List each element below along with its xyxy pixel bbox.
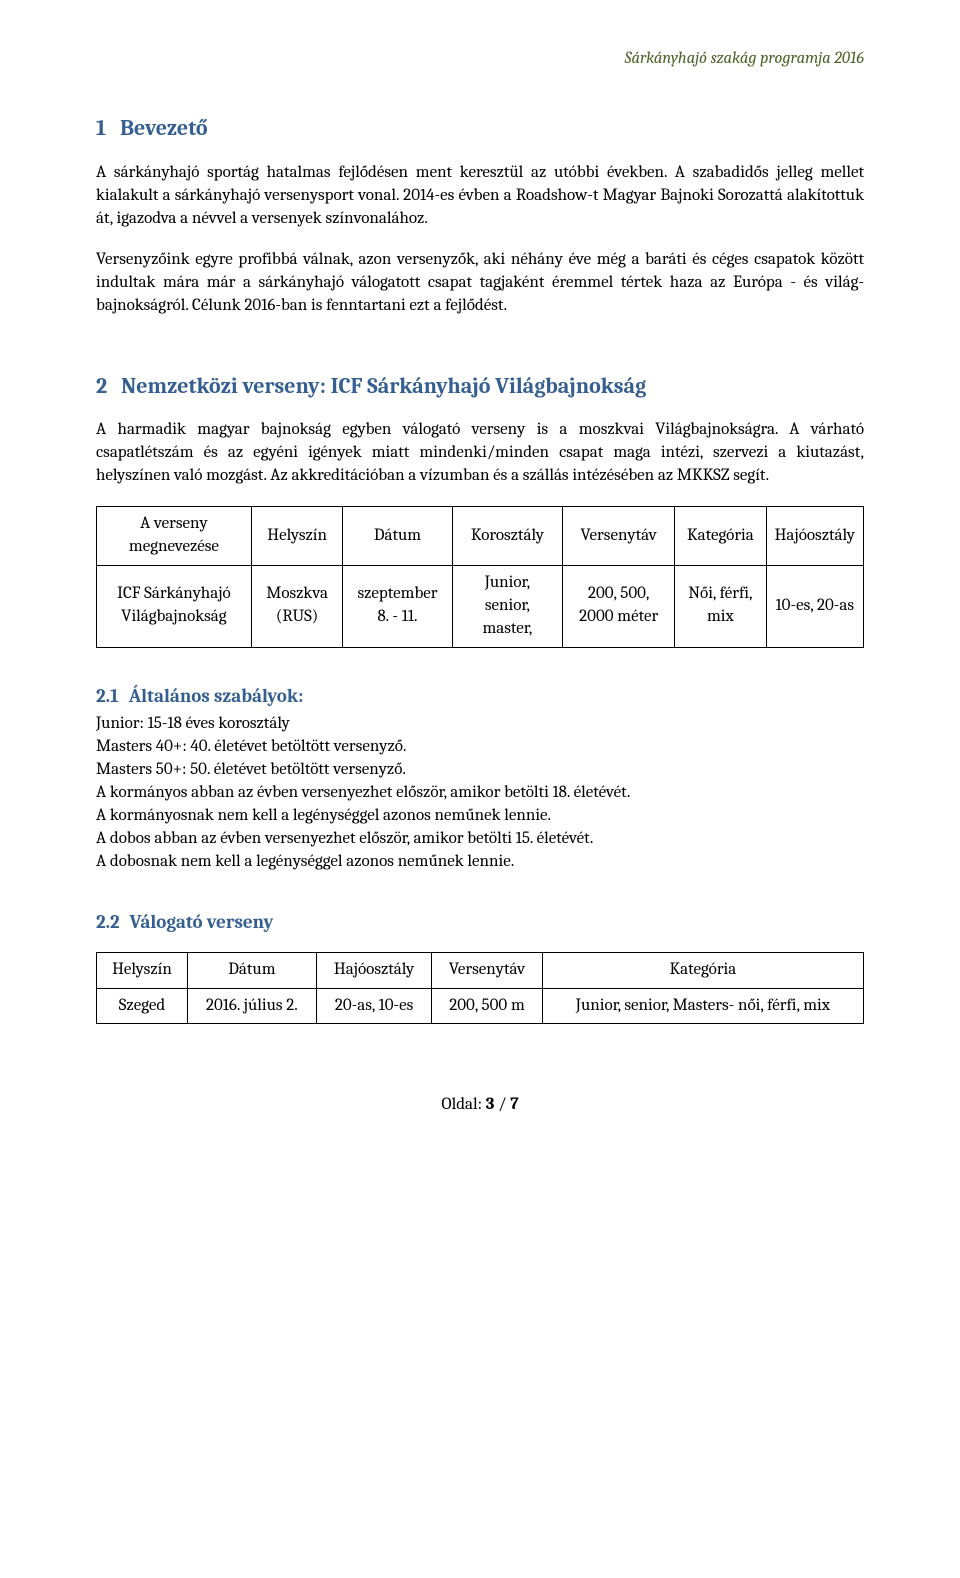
table-header-cell: Dátum [343,507,452,566]
table-cell: 10-es, 20-as [766,565,863,647]
section-2-1-number: 2.1 [96,685,119,707]
table-header-cell: Helyszín [97,952,188,988]
rule-line: A kormányos abban az évben versenyezhet … [96,782,864,805]
page-total: 7 [510,1095,518,1114]
section-1-para-2: Versenyzőink egyre profibbá válnak, azon… [96,249,864,318]
page-footer: Oldal: 3 / 7 [96,1094,864,1117]
section-1-heading: 1 Bevezető [96,114,864,144]
section-2-heading: 2 Nemzetközi verseny: ICF Sárkányhajó Vil… [96,372,864,402]
table-header-cell: Versenytáv [432,952,542,988]
section-2-1-heading: 2.1 Általános szabályok: [96,684,864,710]
page-sep: / [498,1095,506,1114]
table-cell: ICF Sárkányhajó Világbajnokság [97,565,252,647]
table-header-cell: A verseny megnevezése [97,507,252,566]
table-header-cell: Korosztály [452,507,563,566]
page-current: 3 [486,1095,495,1114]
section-2-para-1: A harmadik magyar bajnokság egyben válog… [96,419,864,488]
table-cell: Junior, senior, master, [452,565,563,647]
qualifier-table: Helyszín Dátum Hajóosztály Versenytáv Ka… [96,952,864,1025]
section-1-title: Bevezető [120,115,208,141]
table-header-cell: Kategória [675,507,766,566]
table-cell: 200, 500 m [432,988,542,1024]
section-1-para-1: A sárkányhajó sportág hatalmas fejlődése… [96,162,864,231]
table-cell: 2016. július 2. [187,988,316,1024]
table-header-cell: Hajóosztály [766,507,863,566]
table-header-cell: Helyszín [251,507,343,566]
rule-line: Masters 40+: 40. életévet betöltött vers… [96,736,864,759]
table-header-cell: Hajóosztály [316,952,431,988]
table-row: Szeged 2016. július 2. 20-as, 10-es 200,… [97,988,864,1024]
table-cell: Moszkva (RUS) [251,565,343,647]
section-2-number: 2 [96,373,107,399]
rule-line: Masters 50+: 50. életévet betöltött vers… [96,759,864,782]
running-title: Sárkányhajó szakág programja 2016 [625,49,864,68]
table-cell: Szeged [97,988,188,1024]
section-2-2-title: Válogató verseny [130,911,274,933]
table-cell: Junior, senior, Masters- női, férfi, mix [542,988,863,1024]
running-header: Sárkányhajó szakág programja 2016 [96,48,864,70]
table-header-cell: Kategória [542,952,863,988]
table-cell: 20-as, 10-es [316,988,431,1024]
table-header-row: A verseny megnevezése Helyszín Dátum Kor… [97,507,864,566]
section-2-title: Nemzetközi verseny: ICF Sárkányhajó Vilá… [121,373,646,399]
rule-line: A kormányosnak nem kell a legénységgel a… [96,805,864,828]
rule-line: Junior: 15-18 éves korosztály [96,713,864,736]
rule-line: A dobos abban az évben versenyezhet elős… [96,828,864,851]
rule-line: A dobosnak nem kell a legénységgel azono… [96,851,864,874]
page-label: Oldal: [441,1095,482,1114]
rules-list: Junior: 15-18 éves korosztály Masters 40… [96,713,864,874]
table-header-cell: Versenytáv [563,507,675,566]
section-2-2-number: 2.2 [96,911,120,933]
table-header-row: Helyszín Dátum Hajóosztály Versenytáv Ka… [97,952,864,988]
competition-table: A verseny megnevezése Helyszín Dátum Kor… [96,506,864,648]
table-header-cell: Dátum [187,952,316,988]
table-row: ICF Sárkányhajó Világbajnokság Moszkva (… [97,565,864,647]
section-2-1-title: Általános szabályok: [129,685,304,707]
section-1-number: 1 [96,115,106,141]
table-cell: szeptember 8. - 11. [343,565,452,647]
section-2-2-heading: 2.2 Válogató verseny [96,910,864,936]
table-cell: Női, férfi, mix [675,565,766,647]
table-cell: 200, 500, 2000 méter [563,565,675,647]
